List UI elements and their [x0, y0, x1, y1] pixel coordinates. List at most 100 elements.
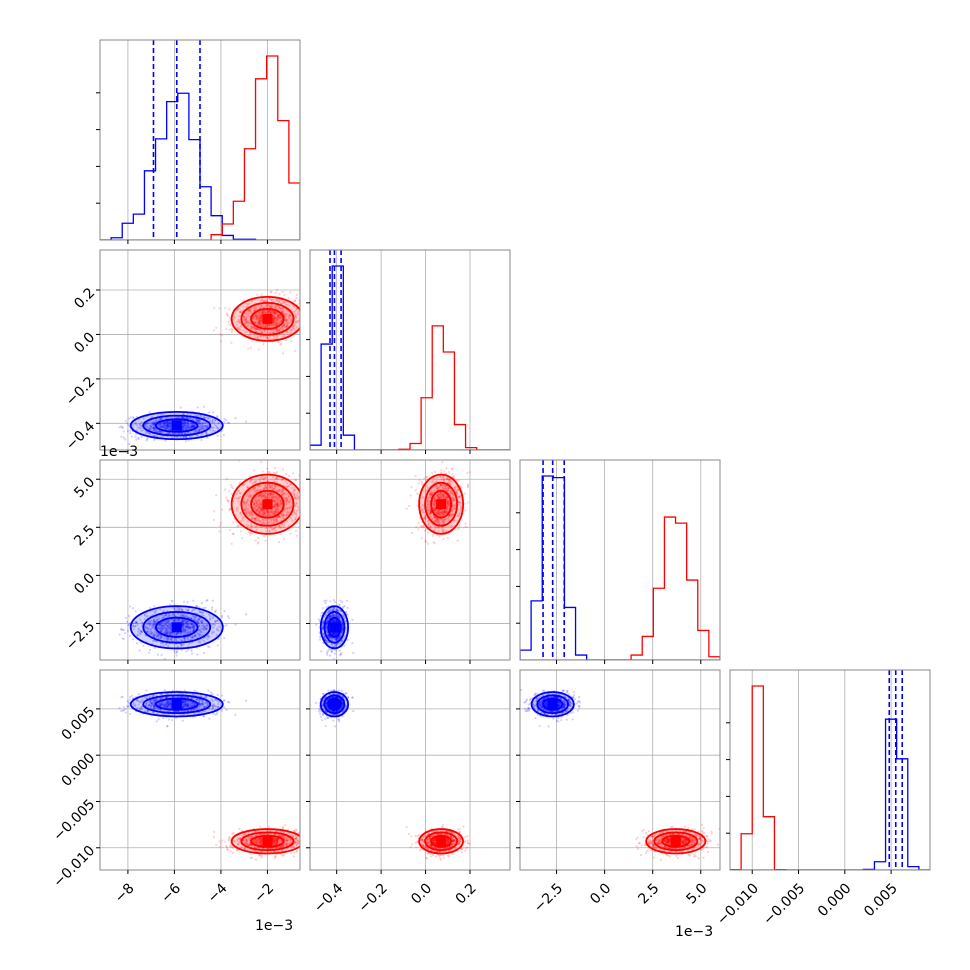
scatter-point: [332, 619, 336, 622]
scatter-point: [150, 620, 153, 623]
scatter-point: [249, 326, 252, 330]
scatter-point: [190, 421, 193, 425]
scatter-point: [255, 327, 258, 330]
scatter-point: [152, 620, 155, 623]
scatter-point: [289, 320, 293, 323]
scatter-point: [439, 475, 442, 478]
scatter-point: [202, 625, 206, 628]
scatter-point: [258, 310, 261, 314]
scatter-point: [164, 623, 167, 626]
scatter-point: [286, 330, 289, 333]
scatter-point: [271, 323, 274, 327]
scatter-point: [262, 513, 265, 516]
scatter-point: [436, 476, 439, 479]
scatter-point: [166, 426, 169, 429]
scatter-point: [333, 652, 337, 655]
scatter-point: [324, 639, 327, 642]
scatter-point: [257, 499, 260, 502]
scatter-point: [420, 507, 423, 510]
scatter-point: [182, 623, 185, 626]
scatter-point: [190, 649, 193, 653]
scatter-point: [269, 492, 272, 495]
scatter-point: [249, 325, 253, 328]
scatter-point: [191, 626, 194, 629]
scatter-point: [338, 649, 342, 653]
scatter-point: [160, 624, 163, 627]
scatter-point: [275, 504, 279, 507]
scatter-point: [187, 627, 190, 630]
scatter-point: [446, 504, 449, 508]
scatter-point: [261, 512, 265, 516]
scatter-point: [192, 628, 195, 631]
scatter-point: [217, 637, 220, 641]
scatter-point: [341, 623, 344, 626]
scatter-point: [451, 499, 454, 502]
scatter-point: [436, 512, 439, 515]
scatter-point: [223, 488, 227, 491]
scatter-point: [277, 505, 280, 508]
scatter-point: [292, 472, 295, 475]
scatter-point: [185, 416, 188, 420]
scatter-point: [152, 620, 156, 623]
scatter-point: [340, 640, 343, 643]
scatter-point: [263, 511, 266, 515]
scatter-point: [269, 332, 272, 335]
scatter-point: [228, 316, 232, 319]
scatter-point: [264, 513, 267, 516]
scatter-point: [157, 637, 161, 640]
scatter-point: [281, 489, 284, 492]
scatter-point: [216, 627, 219, 630]
scatter-point: [160, 630, 163, 633]
scatter-point: [253, 517, 256, 520]
scatter-point: [280, 325, 284, 328]
scatter-point: [260, 509, 263, 513]
scatter-point: [185, 436, 188, 439]
scatter-point: [161, 621, 164, 624]
scatter-point: [295, 497, 298, 500]
scatter-point: [145, 426, 148, 429]
scatter-point: [153, 620, 156, 624]
scatter-point: [166, 639, 169, 642]
scatter-point: [328, 616, 331, 619]
scatter-point: [264, 539, 267, 542]
scatter-point: [191, 622, 194, 625]
scatter-point: [259, 324, 262, 327]
scatter-point: [181, 626, 184, 629]
scatter-point: [205, 624, 208, 628]
scatter-point: [138, 426, 141, 429]
scatter-point: [266, 514, 269, 518]
scatter-point: [207, 634, 210, 637]
scatter-point: [281, 326, 284, 329]
scatter-point: [218, 530, 221, 533]
scatter-point: [273, 312, 276, 315]
scatter-point: [186, 421, 189, 424]
scatter-point: [182, 624, 185, 627]
scatter-point: [272, 528, 276, 531]
scatter-point: [179, 643, 182, 646]
scatter-point: [270, 497, 273, 500]
scatter-point: [329, 608, 332, 611]
scatter-point: [452, 499, 455, 502]
scatter-point: [307, 316, 309, 318]
scatter-point: [145, 422, 148, 425]
scatter-point: [263, 493, 266, 496]
scatter-point: [426, 509, 429, 512]
scatter-point: [188, 627, 192, 630]
scatter-point: [173, 614, 176, 618]
scatter-point: [180, 608, 183, 611]
scatter-point: [184, 622, 187, 625]
scatter-point: [148, 623, 151, 626]
scatter-point: [153, 421, 156, 424]
scatter-point: [288, 507, 291, 510]
scatter-point: [146, 431, 149, 434]
scatter-point: [429, 510, 432, 513]
scatter-point: [165, 427, 168, 431]
scatter-point: [285, 473, 288, 476]
scatter-point: [188, 426, 192, 429]
scatter-point: [272, 512, 275, 515]
scatter-point: [260, 293, 263, 296]
scatter-point: [328, 617, 331, 620]
scatter-point: [277, 313, 280, 316]
scatter-point: [228, 308, 231, 311]
scatter-point: [186, 427, 189, 431]
